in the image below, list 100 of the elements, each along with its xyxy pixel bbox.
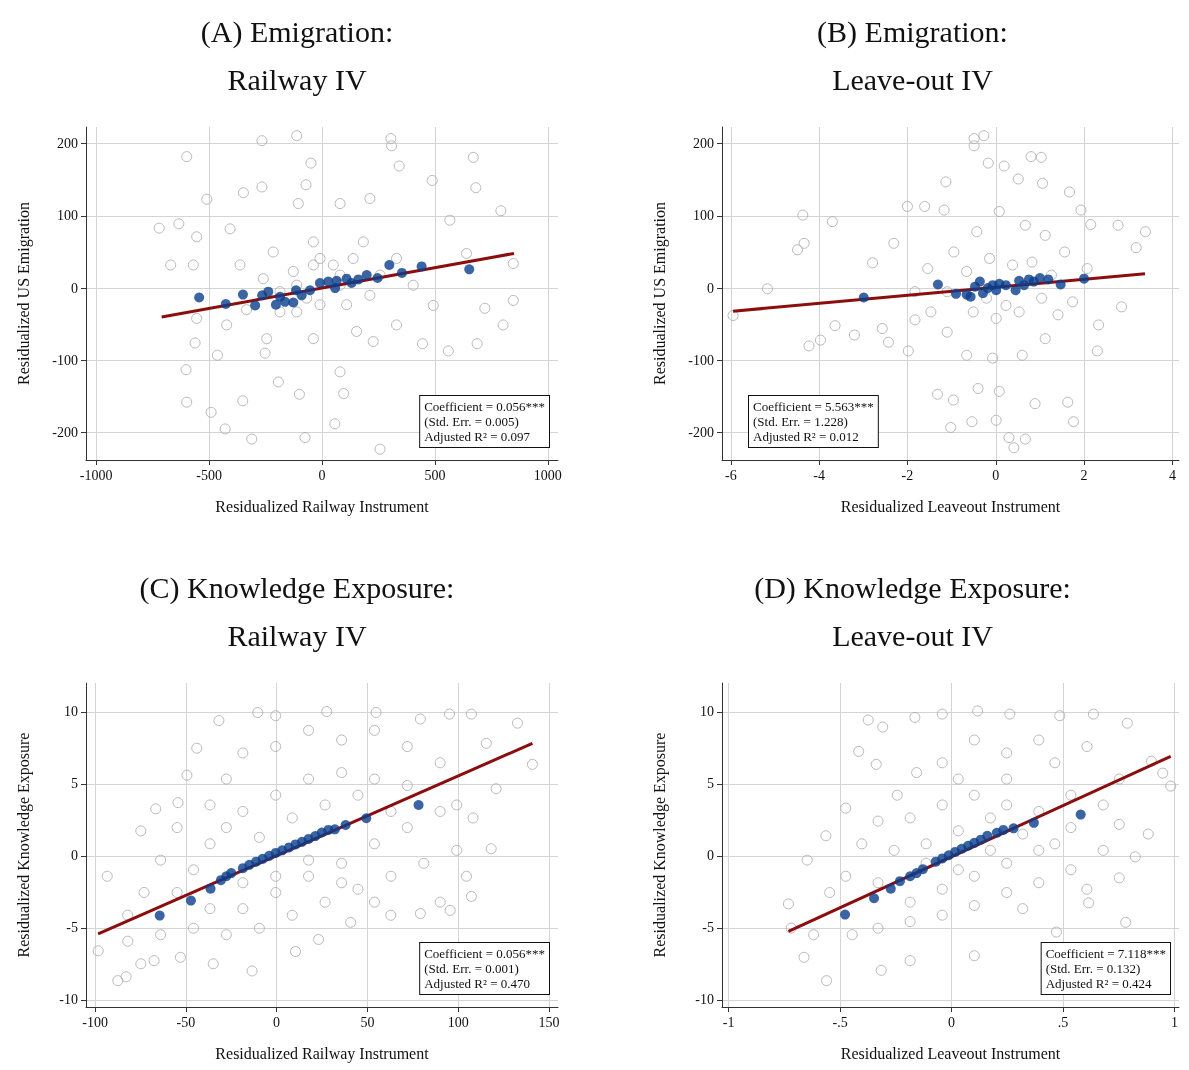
point xyxy=(185,895,196,906)
x-tick-label: .5 xyxy=(1057,1014,1069,1030)
y-tick-label: -200 xyxy=(52,425,78,441)
x-axis-title: Residualized Leaveout Instrument xyxy=(840,497,1061,515)
x-tick-label: 0 xyxy=(948,1014,956,1030)
x-tick-label: -1000 xyxy=(79,467,113,483)
y-tick-label: -5 xyxy=(66,920,78,936)
y-tick-label: 100 xyxy=(693,208,714,224)
point xyxy=(413,799,424,810)
x-tick-label: 1 xyxy=(1171,1014,1179,1030)
x-tick-label: -50 xyxy=(176,1014,196,1030)
point xyxy=(329,824,340,835)
point xyxy=(885,883,896,894)
x-tick-label: -100 xyxy=(82,1014,108,1030)
point xyxy=(1010,285,1021,296)
x-tick-label: 50 xyxy=(360,1014,375,1030)
y-axis-title: Residualized Knowledge Exposure xyxy=(14,732,33,958)
y-axis-title: Residualized Knowledge Exposure xyxy=(650,732,669,958)
point xyxy=(1034,272,1045,283)
y-tick-label: -10 xyxy=(59,992,78,1008)
point xyxy=(1079,273,1090,284)
point xyxy=(894,876,905,887)
y-tick-label: 0 xyxy=(71,848,78,864)
point xyxy=(237,289,248,300)
annotation: Coefficient = 7.118*** (Std. Err. = 0.132) Adjusted R² = 0.424 xyxy=(1045,946,1166,991)
chart-title: (A) Emigration: Railway IV xyxy=(200,14,394,96)
x-tick-label: -4 xyxy=(813,467,825,483)
point xyxy=(296,290,307,301)
chart-title: (D) Knowledge Exposure: Leave-out IV xyxy=(754,570,1071,652)
x-tick-label: 4 xyxy=(1168,467,1176,483)
y-tick-label: -10 xyxy=(695,992,714,1008)
x-tick-label: 0 xyxy=(992,467,1000,483)
point xyxy=(965,291,976,302)
y-tick-label: 5 xyxy=(71,776,78,792)
point xyxy=(932,279,943,290)
y-tick-label: 10 xyxy=(700,704,714,720)
y-tick-label: 200 xyxy=(57,136,78,152)
x-tick-label: 1000 xyxy=(533,467,562,483)
x-tick-label: -6 xyxy=(724,467,737,483)
chart-title: (C) Knowledge Exposure: Railway IV xyxy=(139,570,455,652)
point xyxy=(340,819,351,830)
point xyxy=(974,276,985,287)
point xyxy=(353,274,364,285)
point xyxy=(361,813,372,824)
x-tick-label: 500 xyxy=(424,467,446,483)
x-tick-label: 0 xyxy=(273,1014,281,1030)
y-tick-label: 100 xyxy=(57,208,78,224)
y-tick-label: -100 xyxy=(688,352,714,368)
point xyxy=(305,285,316,296)
point xyxy=(314,278,325,289)
point xyxy=(416,261,427,272)
y-tick-label: -200 xyxy=(688,425,714,441)
x-tick-label: 150 xyxy=(538,1014,560,1030)
point xyxy=(1028,817,1039,828)
point xyxy=(250,300,261,311)
point xyxy=(288,297,299,308)
point xyxy=(1008,823,1019,834)
y-tick-label: 5 xyxy=(707,776,714,792)
point xyxy=(263,286,274,297)
x-tick-label: -500 xyxy=(196,467,222,483)
point xyxy=(279,296,290,307)
point xyxy=(396,267,407,278)
x-tick-label: 0 xyxy=(318,467,326,483)
point xyxy=(226,868,237,879)
y-tick-label: 0 xyxy=(707,848,714,864)
y-tick-label: 10 xyxy=(64,704,78,720)
y-tick-label: -100 xyxy=(52,352,78,368)
x-tick-label: -1 xyxy=(722,1014,735,1030)
annotation: Coefficient = 0.056*** (Std. Err. = 0.005) Adjusted R² = 0.097 xyxy=(424,399,546,444)
point xyxy=(869,893,880,904)
point xyxy=(331,275,342,286)
point xyxy=(205,883,216,894)
point xyxy=(194,292,205,303)
y-tick-label: 0 xyxy=(707,280,714,296)
y-axis-title: Residualized US Emigration xyxy=(650,201,669,386)
x-tick-label: 2 xyxy=(1080,467,1088,483)
y-tick-label: 0 xyxy=(71,280,78,296)
point xyxy=(982,830,993,841)
point xyxy=(1000,280,1011,291)
point xyxy=(323,276,334,287)
chart-title: (B) Emigration: Leave-out IV xyxy=(817,14,1008,96)
point xyxy=(998,824,1009,835)
point xyxy=(270,299,281,310)
point xyxy=(951,288,962,299)
x-tick-label: -.5 xyxy=(832,1014,848,1030)
point xyxy=(384,259,395,270)
point xyxy=(1043,274,1054,285)
x-tick-label: -2 xyxy=(901,467,914,483)
point xyxy=(917,864,928,875)
x-axis-title: Residualized Railway Instrument xyxy=(215,497,430,516)
annotation: Coefficient = 0.056*** (Std. Err. = 0.001) Adjusted R² = 0.470 xyxy=(424,946,546,991)
point xyxy=(361,270,372,281)
point xyxy=(1075,809,1086,820)
point xyxy=(858,292,869,303)
annotation: Coefficient = 5.563*** (Std. Err. = 1.228) Adjusted R² = 0.012 xyxy=(753,399,874,444)
y-tick-label: 200 xyxy=(693,136,714,152)
point xyxy=(220,298,231,309)
point xyxy=(154,910,165,921)
y-axis-title: Residualized US Emigration xyxy=(14,201,33,386)
point xyxy=(840,909,851,920)
